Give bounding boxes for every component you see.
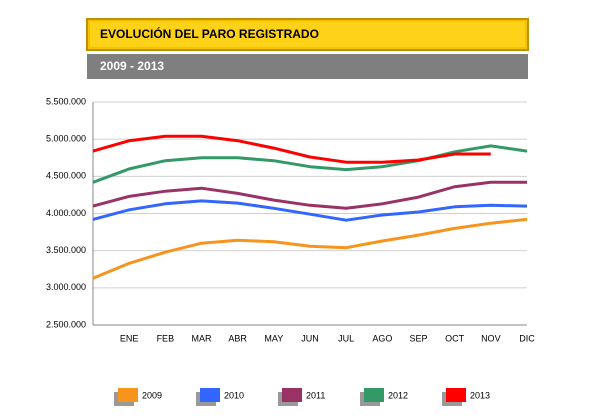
legend-label: 2010: [224, 390, 244, 400]
x-tick-label: ABR: [228, 333, 247, 343]
legend-swatch: [200, 388, 220, 402]
x-tick-label: FEB: [157, 333, 175, 343]
series-line: [92, 217, 528, 280]
y-tick-label: 3.000.000: [46, 282, 86, 292]
legend-swatch: [282, 388, 302, 402]
x-tick-label: NOV: [481, 333, 501, 343]
legend-swatch: [446, 388, 466, 402]
series-line: [92, 199, 528, 222]
legend-label: 2011: [306, 390, 325, 400]
legend-label: 2012: [388, 390, 408, 400]
series-line: [92, 134, 491, 164]
x-tick-label: JUL: [338, 333, 354, 343]
x-tick-label: AGO: [372, 333, 392, 343]
x-tick-label: ENE: [120, 333, 139, 343]
x-tick-label: MAR: [192, 333, 213, 343]
x-tick-label: JUN: [301, 333, 319, 343]
y-tick-label: 3.500.000: [46, 245, 86, 255]
y-tick-label: 5.500.000: [46, 96, 86, 106]
x-tick-label: SEP: [409, 333, 427, 343]
y-tick-label: 5.000.000: [46, 134, 86, 144]
y-tick-label: 4.500.000: [46, 171, 86, 181]
x-tick-label: OCT: [445, 333, 465, 343]
legend-label: 2013: [470, 390, 490, 400]
series-line: [92, 180, 527, 210]
chart-subtitle: 2009 - 2013: [100, 59, 164, 73]
series-line: [92, 144, 528, 184]
chart-title: EVOLUCIÓN DEL PARO REGISTRADO: [100, 26, 319, 41]
title-banner-inner: [90, 22, 525, 47]
subtitle-banner: [87, 54, 528, 79]
x-tick-label: DIC: [519, 333, 535, 343]
legend-swatch: [364, 388, 384, 402]
y-tick-label: 4.000.000: [46, 208, 86, 218]
legend-swatch: [118, 388, 138, 402]
x-tick-label: MAY: [264, 333, 283, 343]
y-tick-label: 2.500.000: [46, 319, 86, 329]
legend-label: 2009: [142, 390, 162, 400]
